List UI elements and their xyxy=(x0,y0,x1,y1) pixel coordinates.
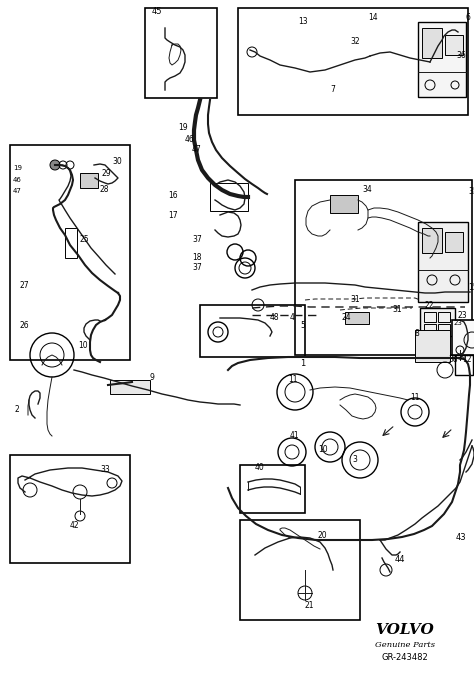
Text: 46: 46 xyxy=(185,136,195,145)
Text: 20: 20 xyxy=(318,530,328,540)
Bar xyxy=(238,8,468,115)
Bar xyxy=(438,312,450,322)
Text: 16: 16 xyxy=(168,191,178,200)
Text: 38: 38 xyxy=(448,356,457,365)
Text: 15: 15 xyxy=(468,282,474,291)
Text: Genuine Parts: Genuine Parts xyxy=(375,641,435,649)
Text: 36: 36 xyxy=(456,50,466,60)
Text: 7: 7 xyxy=(330,86,335,94)
Text: 25: 25 xyxy=(80,236,90,244)
Text: 11: 11 xyxy=(288,375,298,384)
Text: 13: 13 xyxy=(298,18,308,26)
Text: 46: 46 xyxy=(13,177,22,183)
Text: 33: 33 xyxy=(100,466,110,475)
Text: 31: 31 xyxy=(392,306,401,314)
Text: 22: 22 xyxy=(425,301,435,310)
Bar xyxy=(345,312,369,324)
Bar xyxy=(445,232,463,252)
Text: 23: 23 xyxy=(454,320,463,326)
Text: 4: 4 xyxy=(290,314,295,323)
Bar xyxy=(240,465,305,513)
Bar xyxy=(330,195,358,213)
Text: 39: 39 xyxy=(457,355,466,361)
Bar xyxy=(80,173,98,188)
Text: 24: 24 xyxy=(342,314,352,323)
Bar xyxy=(452,320,474,355)
Bar xyxy=(200,305,305,357)
Text: 1: 1 xyxy=(300,359,305,367)
Text: 31: 31 xyxy=(350,295,360,304)
Bar xyxy=(418,222,468,302)
Bar xyxy=(424,324,436,334)
Text: 8: 8 xyxy=(415,329,420,337)
Text: 5: 5 xyxy=(300,320,305,329)
Text: 32: 32 xyxy=(350,37,360,46)
Text: 48: 48 xyxy=(270,314,280,323)
Text: 9: 9 xyxy=(150,373,155,382)
Bar xyxy=(418,22,466,97)
Bar xyxy=(295,180,472,355)
Text: 43: 43 xyxy=(456,534,466,543)
Text: VOLVO: VOLVO xyxy=(375,623,434,637)
Text: 18: 18 xyxy=(192,253,201,263)
Text: 10: 10 xyxy=(78,340,88,350)
Text: 29: 29 xyxy=(102,170,111,179)
Bar xyxy=(10,145,130,360)
Text: GR-243482: GR-243482 xyxy=(382,653,428,663)
Text: 12: 12 xyxy=(462,356,472,365)
Text: 21: 21 xyxy=(305,600,315,610)
Text: 47: 47 xyxy=(192,145,202,155)
Text: 10: 10 xyxy=(318,445,328,454)
Text: 26: 26 xyxy=(20,320,29,329)
Bar xyxy=(145,8,217,98)
Bar xyxy=(210,183,248,211)
Bar xyxy=(445,35,463,55)
Text: 2: 2 xyxy=(15,405,20,414)
Text: 30: 30 xyxy=(112,158,122,166)
Text: 27: 27 xyxy=(20,280,29,289)
Text: 23: 23 xyxy=(458,312,468,320)
Text: 35: 35 xyxy=(468,187,474,196)
Bar xyxy=(422,228,442,253)
Text: 11: 11 xyxy=(410,394,419,403)
Bar xyxy=(455,355,473,375)
Bar xyxy=(420,308,455,336)
Text: 42: 42 xyxy=(70,521,80,530)
Text: 40: 40 xyxy=(255,464,265,473)
Bar xyxy=(438,324,450,334)
Text: 6: 6 xyxy=(466,14,471,22)
Bar xyxy=(65,228,77,258)
Text: 34: 34 xyxy=(362,185,372,194)
Bar xyxy=(422,28,442,58)
Bar xyxy=(424,312,436,322)
Text: 44: 44 xyxy=(395,555,405,564)
Circle shape xyxy=(50,160,60,170)
Text: 19: 19 xyxy=(13,165,22,171)
Text: 37: 37 xyxy=(192,236,202,244)
Bar xyxy=(10,455,130,563)
Text: 19: 19 xyxy=(178,124,188,132)
Text: 41: 41 xyxy=(290,430,300,439)
Bar xyxy=(240,520,360,620)
Text: 3: 3 xyxy=(352,456,357,464)
Text: 37: 37 xyxy=(192,263,202,272)
Text: 17: 17 xyxy=(168,210,178,219)
Text: 45: 45 xyxy=(152,7,163,16)
Text: 14: 14 xyxy=(368,12,378,22)
Bar xyxy=(415,330,450,362)
Text: 28: 28 xyxy=(100,185,109,194)
Bar xyxy=(110,380,150,394)
Text: 47: 47 xyxy=(13,188,22,194)
